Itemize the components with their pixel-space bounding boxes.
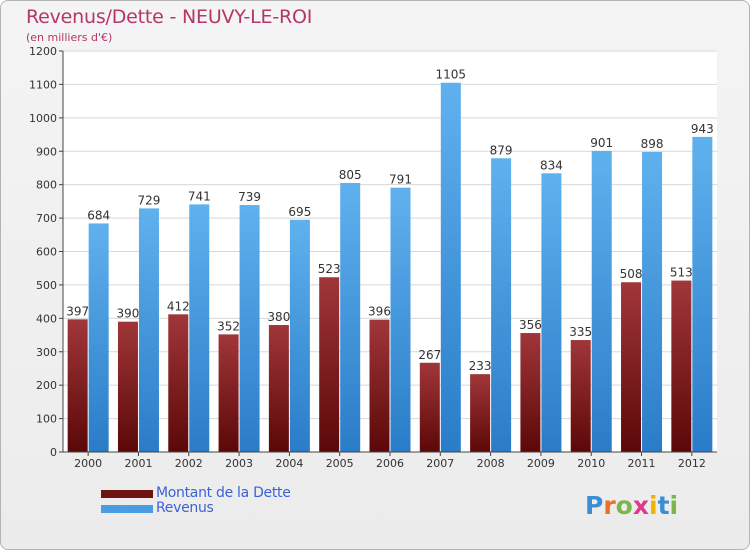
data-label-revenus: 805 xyxy=(339,168,362,182)
bar-revenus xyxy=(440,82,461,452)
data-label-dette: 513 xyxy=(670,266,693,280)
bar-dette xyxy=(520,333,541,452)
data-label-revenus: 834 xyxy=(540,158,563,172)
bars xyxy=(67,82,713,452)
bar-revenus xyxy=(340,182,361,452)
logo-letter: r xyxy=(603,491,616,520)
x-tick-label: 2002 xyxy=(175,457,203,470)
data-label-dette: 233 xyxy=(469,359,492,373)
data-label-dette: 267 xyxy=(418,348,441,362)
legend-label-revenus: Revenus xyxy=(156,500,214,516)
y-tick-label: 1100 xyxy=(29,78,57,91)
bar-dette xyxy=(470,374,491,452)
logo-letter: t xyxy=(657,491,670,520)
y-tick-label: 300 xyxy=(36,346,57,359)
bar-revenus xyxy=(138,208,159,452)
y-tick-label: 400 xyxy=(36,312,57,325)
y-tick-label: 200 xyxy=(36,379,57,392)
data-label-dette: 523 xyxy=(318,262,341,276)
y-tick-label: 1000 xyxy=(29,112,57,125)
chart-subtitle: (en milliers d'€) xyxy=(26,31,113,44)
data-label-revenus: 879 xyxy=(490,143,513,157)
x-tick-label: 2011 xyxy=(628,457,656,470)
bar-revenus xyxy=(189,204,210,452)
bar-dette xyxy=(369,319,390,452)
logo-letter: x xyxy=(632,491,649,520)
x-tick-label: 2010 xyxy=(577,457,605,470)
bar-dette xyxy=(268,325,289,452)
data-label-dette: 335 xyxy=(569,325,592,339)
data-label-dette: 397 xyxy=(66,304,89,318)
bar-revenus xyxy=(642,151,663,452)
logo-letter: i xyxy=(669,491,679,520)
x-tick-label: 2005 xyxy=(326,457,354,470)
data-label-revenus: 684 xyxy=(87,208,110,222)
bar-revenus xyxy=(692,136,713,452)
legend-swatch-revenus xyxy=(101,505,153,513)
y-tick-label: 500 xyxy=(36,279,57,292)
data-label-dette: 396 xyxy=(368,305,391,319)
bar-dette xyxy=(218,334,239,452)
y-tick-label: 600 xyxy=(36,246,57,259)
bar-dette xyxy=(319,277,340,452)
grid-lines xyxy=(63,50,717,453)
x-tick-label: 2001 xyxy=(124,457,152,470)
x-tick-label: 2008 xyxy=(477,457,505,470)
y-tick-label: 100 xyxy=(36,413,57,426)
bar-dette xyxy=(621,282,642,452)
data-label-revenus: 901 xyxy=(590,136,613,150)
bar-revenus xyxy=(491,158,512,452)
legend-swatch-dette xyxy=(101,490,153,498)
data-label-dette: 356 xyxy=(519,318,542,332)
bar-revenus xyxy=(88,223,109,452)
x-tick-label: 2004 xyxy=(275,457,303,470)
x-tick-label: 2000 xyxy=(74,457,102,470)
data-label-revenus: 695 xyxy=(288,205,311,219)
data-label-revenus: 943 xyxy=(691,122,714,136)
axes: 0 100 200 300 400 500 600 700 800 900 1000 1100 1200… xyxy=(29,45,717,470)
y-tick-label: 0 xyxy=(50,446,57,459)
bar-revenus xyxy=(239,205,260,452)
x-tick-label: 2006 xyxy=(376,457,404,470)
data-label-revenus: 729 xyxy=(138,193,161,207)
bar-dette xyxy=(168,314,189,452)
data-label-dette: 352 xyxy=(217,319,240,333)
y-tick-label: 700 xyxy=(36,212,57,225)
y-tick-label: 1200 xyxy=(29,45,57,58)
data-label-revenus: 1105 xyxy=(436,68,467,82)
bar-revenus xyxy=(541,173,562,452)
bar-revenus xyxy=(390,187,411,452)
data-label-dette: 508 xyxy=(620,267,643,281)
data-label-dette: 390 xyxy=(117,307,140,321)
data-label-revenus: 739 xyxy=(238,190,261,204)
bar-dette xyxy=(67,319,88,452)
x-tick-label: 2003 xyxy=(225,457,253,470)
proxiti-logo: Proxiti xyxy=(585,491,678,520)
data-label-revenus: 898 xyxy=(641,137,664,151)
x-tick-label: 2009 xyxy=(527,457,555,470)
bar-dette xyxy=(117,321,138,452)
bar-revenus xyxy=(289,219,310,452)
data-label-revenus: 741 xyxy=(188,189,211,203)
legend-label-dette: Montant de la Dette xyxy=(156,485,291,501)
logo-letter: o xyxy=(615,491,633,520)
data-labels: 397 684 390 729 412 741 352 739 380 695 523 805 396 7… xyxy=(66,68,714,373)
chart-title: Revenus/Dette - NEUVY-LE-ROI xyxy=(26,6,313,28)
bar-revenus xyxy=(591,150,612,452)
logo-letter: i xyxy=(649,491,658,520)
data-label-dette: 380 xyxy=(267,310,290,324)
bar-dette xyxy=(671,280,692,452)
bar-dette xyxy=(570,340,591,452)
y-tick-label: 900 xyxy=(36,145,57,158)
y-tick-label: 800 xyxy=(36,179,57,192)
x-tick-label: 2007 xyxy=(426,457,454,470)
x-tick-label: 2012 xyxy=(678,457,706,470)
data-label-dette: 412 xyxy=(167,299,190,313)
bar-dette xyxy=(419,362,440,452)
logo-letter: P xyxy=(585,491,604,520)
data-label-revenus: 791 xyxy=(389,173,412,187)
